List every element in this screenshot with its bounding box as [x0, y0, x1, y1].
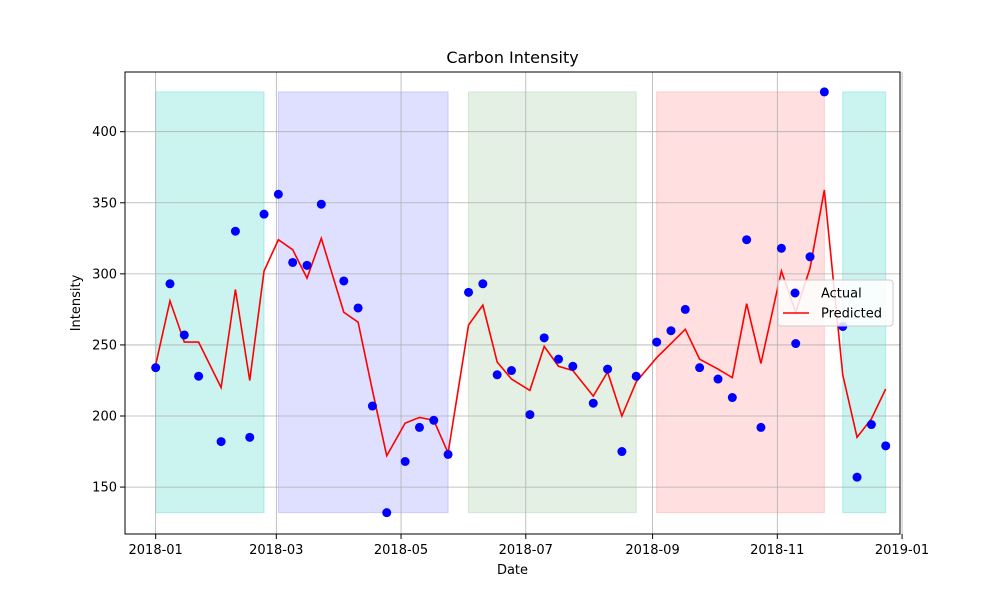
actual-point: [617, 447, 627, 457]
actual-point: [756, 422, 766, 432]
actual-point: [382, 508, 392, 518]
actual-point: [776, 243, 786, 253]
actual-point: [302, 260, 312, 270]
actual-point: [695, 363, 705, 373]
x-tick-label: 2019-01: [875, 543, 929, 558]
x-tick-label: 2018-09: [625, 543, 679, 558]
x-tick-label: 2018-01: [129, 543, 183, 558]
actual-point: [680, 304, 690, 314]
actual-point: [245, 432, 255, 442]
actual-point: [478, 279, 488, 289]
actual-point: [400, 457, 410, 467]
actual-point: [525, 410, 535, 420]
actual-point: [165, 279, 175, 289]
actual-point: [339, 276, 349, 286]
actual-point: [216, 437, 226, 447]
y-tick-label: 200: [92, 410, 117, 425]
y-tick-label: 250: [92, 338, 117, 353]
actual-point: [881, 441, 891, 451]
actual-point: [866, 420, 876, 430]
y-tick-label: 300: [92, 267, 117, 282]
actual-point: [539, 333, 549, 343]
actual-point: [506, 366, 516, 376]
actual-point: [353, 303, 363, 313]
actual-point: [852, 472, 862, 482]
actual-point: [316, 199, 326, 209]
grid: [125, 72, 903, 534]
actual-point: [727, 393, 737, 403]
x-axis: 2018-01 2018-03 2018-05 2018-07 2018-09 2018-…: [129, 534, 929, 558]
x-axis-label: Date: [497, 563, 528, 578]
plot-frame: [124, 71, 901, 535]
y-axis-label: Intensity: [69, 274, 84, 331]
actual-point: [666, 326, 676, 336]
chart-title: Carbon Intensity: [446, 48, 578, 67]
season-band: [277, 91, 449, 514]
actual-point: [603, 364, 613, 374]
legend: Actual Predicted: [777, 279, 894, 327]
y-tick-label: 150: [92, 481, 117, 496]
actual-point: [273, 189, 283, 199]
actual-point: [179, 330, 189, 340]
series: [151, 87, 891, 518]
actual-point: [194, 371, 204, 381]
x-tick-label: 2018-05: [374, 543, 428, 558]
y-tick-label: 400: [92, 125, 117, 140]
actual-point: [443, 449, 453, 459]
predicted-line: [154, 189, 887, 459]
legend-label: Actual: [821, 287, 862, 302]
actual-point: [230, 226, 240, 236]
actual-point: [713, 374, 723, 384]
actual-point: [631, 371, 641, 381]
actual-point: [742, 235, 752, 245]
legend-label: Predicted: [821, 307, 882, 322]
actual-point: [588, 398, 598, 408]
actual-point: [259, 209, 269, 219]
x-tick-label: 2018-11: [750, 543, 804, 558]
actual-point: [492, 370, 502, 380]
season-band: [468, 91, 637, 514]
x-tick-label: 2018-03: [249, 543, 303, 558]
y-tick-label: 350: [92, 196, 117, 211]
actual-point: [805, 252, 815, 262]
actual-point: [568, 361, 578, 371]
actual-point: [554, 354, 564, 364]
season-bands: [155, 91, 887, 514]
actual-point: [791, 339, 801, 349]
actual-point: [652, 337, 662, 347]
season-band: [155, 91, 265, 514]
y-axis: 150 200 250 300 350 400: [92, 125, 125, 496]
actual-point: [414, 422, 424, 432]
actual-point: [151, 363, 161, 373]
actual-point: [429, 415, 439, 425]
actual-point: [464, 287, 474, 297]
actual-point: [288, 257, 298, 267]
actual-point: [367, 401, 377, 411]
legend-marker-actual: [790, 288, 800, 298]
actual-point: [819, 87, 829, 97]
legend-box: [777, 279, 894, 327]
x-tick-label: 2018-07: [499, 543, 553, 558]
